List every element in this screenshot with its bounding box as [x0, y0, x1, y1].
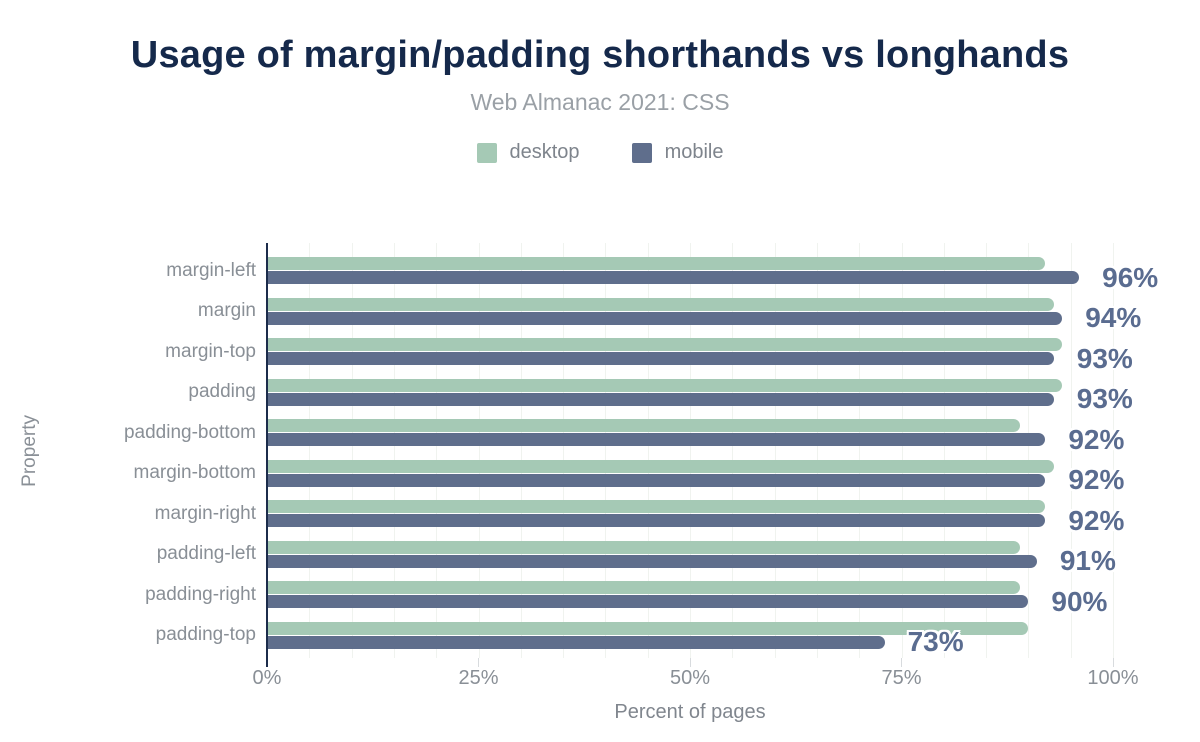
bar-desktop-padding-left: [267, 540, 1020, 554]
value-label-margin-right: 92%: [1068, 504, 1125, 536]
value-label-padding-left: 91%: [1059, 545, 1116, 576]
legend-label-mobile: mobile: [664, 141, 724, 163]
x-tick-label-25: 25%: [458, 667, 499, 689]
gridline-85: [986, 243, 988, 658]
gridline-35: [563, 243, 565, 658]
chart-title: Usage of margin/padding shorthands vs lo…: [130, 34, 1070, 76]
gridline-45: [647, 243, 649, 658]
legend: desktop mobile: [0, 141, 1200, 164]
gridline-30: [520, 243, 522, 658]
gridline-75: [901, 243, 903, 658]
x-tick-50: [689, 658, 691, 667]
gridline-65: [816, 243, 818, 658]
x-axis-title: Percent of pages: [614, 701, 766, 723]
gridline-15: [393, 243, 395, 658]
bar-mobile-margin-right: [267, 514, 1046, 527]
value-label-margin-top: 93%: [1076, 342, 1133, 374]
gridline-95: [1070, 243, 1072, 658]
bar-mobile-padding-right: [267, 595, 1029, 608]
gridline-80: [943, 243, 945, 658]
bar-mobile-margin-top: [267, 352, 1054, 365]
x-tick-25: [478, 658, 479, 667]
category-label-margin-bottom: margin-bottom: [133, 462, 257, 483]
value-label-padding-top: 73%: [907, 626, 964, 657]
category-label-margin-left: margin-left: [166, 259, 256, 281]
legend-swatch-mobile-icon: [631, 142, 652, 163]
x-tick-75: [901, 658, 902, 667]
chart-subtitle: Web Almanac 2021: CSS: [470, 89, 730, 115]
bar-desktop-padding-bottom: [267, 419, 1020, 432]
category-label-margin-top: margin-top: [165, 340, 256, 362]
value-label-margin-left: 96%: [1102, 261, 1159, 293]
category-label-margin-right: margin-right: [154, 502, 256, 524]
x-tick-label-100: 100%: [1087, 667, 1139, 689]
gridline-25: [478, 243, 480, 658]
gridline-5: [309, 243, 311, 658]
x-tick-100: [1112, 658, 1114, 667]
value-label-margin-bottom: 92%: [1068, 464, 1125, 495]
bar-mobile-margin: [267, 311, 1063, 325]
bar-desktop-margin-right: [267, 500, 1046, 513]
bar-desktop-margin: [267, 297, 1054, 311]
bar-mobile-padding-top: [267, 635, 885, 649]
gridline-55: [732, 243, 734, 658]
gridline-100: [1113, 243, 1114, 658]
value-label-padding-bottom: 92%: [1068, 423, 1125, 455]
bar-desktop-margin-top: [267, 338, 1063, 351]
category-label-padding-bottom: padding-bottom: [123, 421, 256, 443]
legend-item-mobile: mobile: [631, 141, 724, 164]
bar-mobile-padding: [267, 392, 1054, 406]
bar-desktop-padding: [267, 378, 1063, 392]
gridline-70: [859, 243, 861, 658]
gridline-40: [605, 243, 607, 658]
bar-mobile-padding-bottom: [267, 433, 1046, 446]
value-label-padding: 93%: [1076, 383, 1133, 414]
category-label-padding-top: padding-top: [155, 624, 256, 645]
category-label-padding: padding: [188, 381, 256, 402]
gridline-60: [774, 243, 776, 658]
legend-label-desktop: desktop: [509, 141, 580, 163]
bar-desktop-margin-bottom: [267, 459, 1054, 473]
bar-desktop-padding-top: [267, 621, 1029, 635]
bar-desktop-padding-right: [267, 581, 1020, 594]
bar-desktop-margin-left: [267, 257, 1046, 270]
x-tick-label-0: 0%: [252, 667, 282, 689]
value-label-margin: 94%: [1085, 302, 1142, 333]
legend-swatch-desktop-icon: [476, 142, 497, 163]
gridline-20: [436, 243, 438, 658]
gridline-50: [690, 243, 691, 658]
bar-mobile-margin-left: [267, 271, 1080, 284]
y-axis-line: [266, 243, 268, 667]
category-label-padding-right: padding-right: [145, 583, 256, 605]
gridline-10: [351, 243, 353, 658]
gridline-90: [1028, 243, 1030, 658]
bar-mobile-padding-left: [267, 554, 1037, 568]
bar-mobile-margin-bottom: [267, 473, 1046, 487]
value-label-padding-right: 90%: [1051, 585, 1108, 617]
x-tick-label-50: 50%: [669, 667, 711, 689]
plot-area: 96% 94% 93% 93% 92% 92% 92% 91% 90% 73%: [267, 243, 1158, 658]
chart-area: Property 96% 94% 93% 93% 92% 92% 92% 91% 90% 73% …: [0, 243, 1200, 742]
x-tick-label-75: 75%: [881, 667, 922, 689]
legend-item-desktop: desktop: [476, 141, 580, 164]
category-label-padding-left: padding-left: [156, 543, 256, 564]
category-label-margin: margin: [197, 300, 256, 321]
